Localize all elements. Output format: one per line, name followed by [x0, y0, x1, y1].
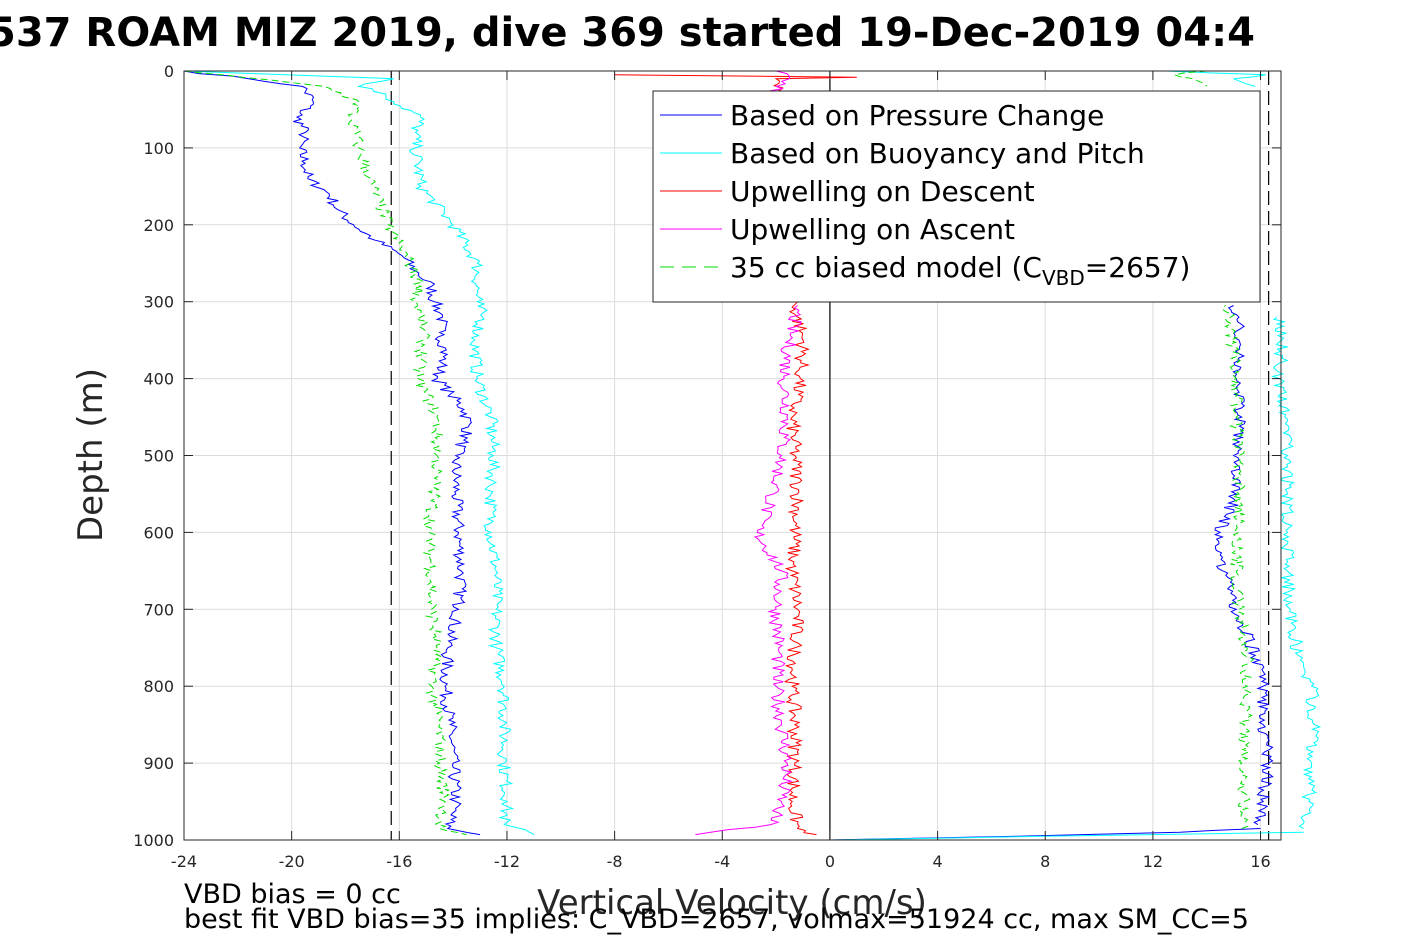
x-tick-label: -24	[171, 852, 197, 871]
x-tick-label: -12	[494, 852, 520, 871]
y-axis-label: Depth (m)	[71, 368, 111, 542]
series-line	[1172, 70, 1208, 87]
series-line	[1213, 305, 1274, 826]
legend-label: 35 cc biased model (CVBD=2657)	[730, 251, 1190, 290]
series-line	[695, 305, 802, 836]
x-tick-label: -16	[386, 852, 412, 871]
series-line	[1221, 305, 1255, 829]
bias-annotation: VBD bias = 0 cc	[184, 879, 401, 910]
x-tick-label: -4	[714, 852, 730, 871]
series-line	[1166, 70, 1266, 87]
legend-box	[652, 90, 1261, 303]
x-tick-label: -8	[607, 852, 623, 871]
y-tick-label: 100	[143, 139, 174, 158]
legend-label: Based on Pressure Change	[730, 99, 1104, 132]
x-tick-label: -20	[279, 852, 305, 871]
series-line	[183, 70, 535, 836]
series-4	[183, 70, 1255, 836]
y-tick-label: 900	[143, 754, 174, 773]
y-tick-label: 700	[143, 600, 174, 619]
legend-label: Based on Buoyancy and Pitch	[730, 137, 1145, 170]
series-line	[183, 70, 481, 836]
legend: Based on Pressure Change Based on Buoyanc…	[652, 90, 1261, 303]
x-tick-label: 16	[1250, 852, 1270, 871]
axis-ticks: -24 -20 -16 -12 -8 -4 0 4 8 12 16 0 100 200 300 400 500 6…	[133, 62, 1281, 871]
y-tick-label: 0	[164, 62, 174, 81]
series-line	[183, 70, 467, 836]
x-tick-label: 12	[1143, 852, 1163, 871]
x-tick-label: 4	[932, 852, 942, 871]
series-line	[829, 831, 1304, 841]
fit-annotation: best fit VBD bias=35 implies: C_VBD=2657…	[184, 904, 1249, 935]
series-line	[1270, 316, 1322, 829]
y-tick-label: 500	[143, 447, 174, 466]
y-tick-label: 400	[143, 370, 174, 389]
chart-title: 537 ROAM MIZ 2019, dive 369 started 19-D…	[0, 10, 1255, 56]
y-tick-label: 600	[143, 523, 174, 542]
legend-label: Upwelling on Ascent	[730, 213, 1015, 246]
x-axis-label: Vertical Velocity (cm/s)	[537, 883, 927, 923]
y-tick-label: 800	[143, 677, 174, 696]
x-tick-label: 8	[1040, 852, 1050, 871]
x-tick-label: 0	[825, 852, 835, 871]
y-tick-label: 300	[143, 293, 174, 312]
legend-label: Upwelling on Descent	[730, 175, 1035, 208]
y-tick-label: 200	[143, 216, 174, 235]
y-tick-label: 1000	[133, 831, 174, 850]
